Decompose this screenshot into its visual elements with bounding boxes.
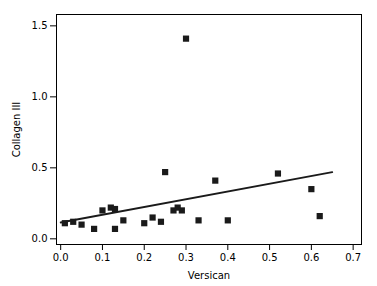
svg-text:0.5: 0.5 <box>32 162 48 173</box>
svg-text:0.1: 0.1 <box>95 252 111 263</box>
svg-text:1.5: 1.5 <box>32 20 48 31</box>
svg-text:0.2: 0.2 <box>136 252 152 263</box>
svg-text:0.6: 0.6 <box>303 252 319 263</box>
svg-text:Versican: Versican <box>188 270 230 281</box>
svg-text:0.7: 0.7 <box>345 252 361 263</box>
svg-text:Collagen III: Collagen III <box>11 102 22 158</box>
svg-text:0.4: 0.4 <box>220 252 236 263</box>
svg-text:0.0: 0.0 <box>32 233 48 244</box>
svg-text:0.5: 0.5 <box>262 252 278 263</box>
svg-text:0.3: 0.3 <box>178 252 194 263</box>
svg-text:0.0: 0.0 <box>53 252 69 263</box>
svg-text:1.0: 1.0 <box>32 91 48 102</box>
